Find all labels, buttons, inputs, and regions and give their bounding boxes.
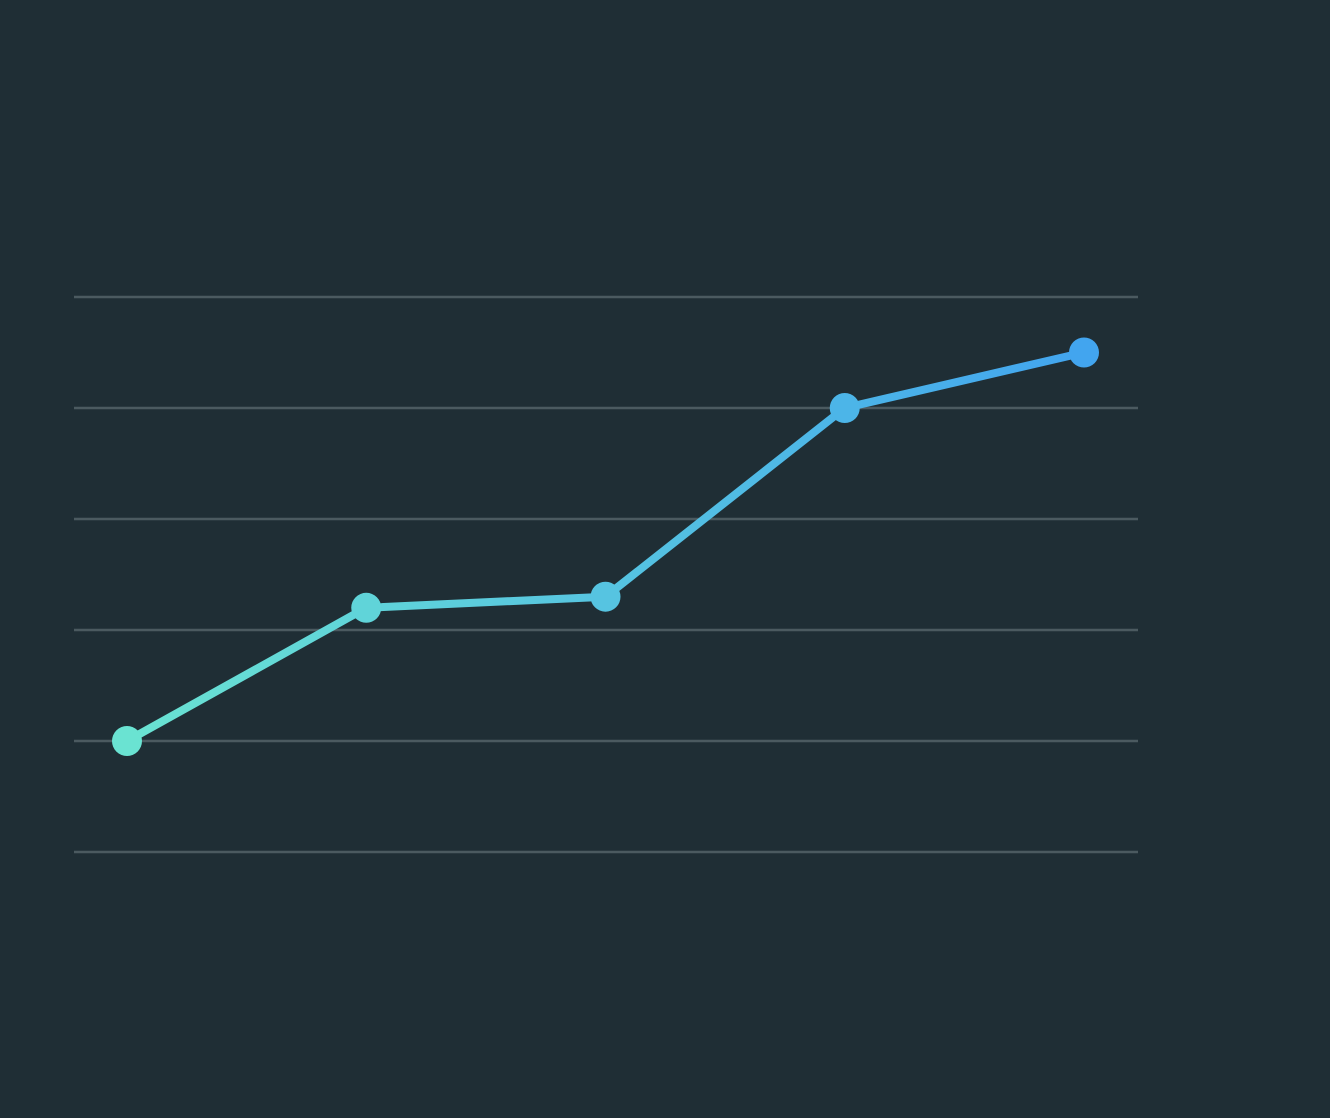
data-point-3[interactable] xyxy=(829,393,860,423)
data-point-4[interactable] xyxy=(1069,337,1099,368)
data-point-1[interactable] xyxy=(351,592,382,623)
points-layer xyxy=(112,337,1099,756)
gridlines xyxy=(74,295,1138,854)
data-point-0[interactable] xyxy=(112,726,142,756)
data-point-2[interactable] xyxy=(590,581,621,612)
